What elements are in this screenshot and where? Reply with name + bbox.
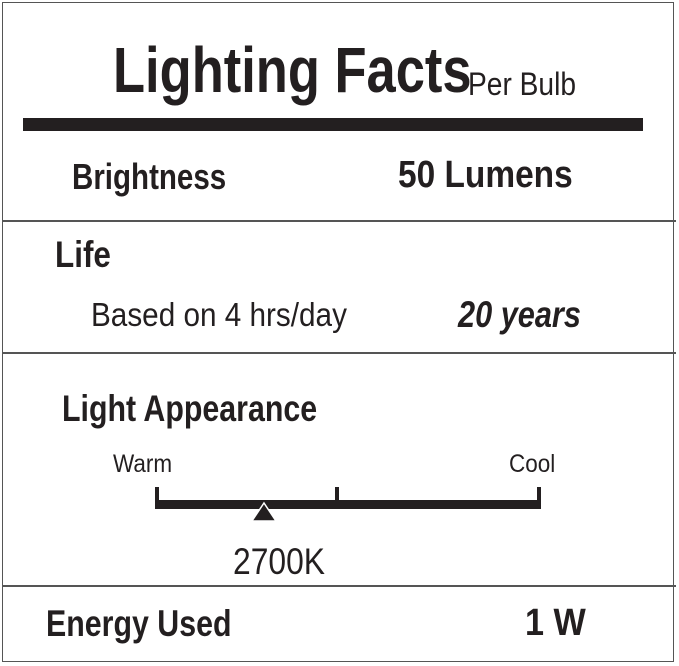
brightness-label: Brightness	[72, 156, 227, 197]
scale-tick-warm	[155, 487, 159, 509]
color-temperature-value: 2700K	[233, 541, 326, 582]
cool-label: Cool	[509, 450, 556, 478]
life-label: Life	[55, 234, 111, 275]
brightness-value: 50 Lumens	[398, 154, 573, 196]
energy-used-label: Energy Used	[46, 603, 232, 644]
scale-tick-mid	[335, 487, 339, 509]
warm-label: Warm	[113, 450, 173, 478]
title-divider	[23, 118, 643, 131]
temperature-marker-icon	[250, 501, 278, 522]
row-divider	[2, 585, 676, 587]
scale-bar	[155, 500, 541, 509]
life-note: Based on 4 hrs/day	[91, 296, 347, 333]
energy-used-value: 1 W	[525, 602, 586, 644]
per-bulb-subtitle: Per Bulb	[468, 66, 577, 102]
row-divider	[2, 352, 676, 354]
light-appearance-label: Light Appearance	[62, 388, 318, 429]
life-value: 20 years	[458, 294, 581, 335]
scale-tick-cool	[537, 487, 541, 509]
label-title: Lighting Facts	[113, 34, 472, 106]
row-divider	[2, 220, 676, 222]
color-temperature-scale	[155, 487, 541, 522]
